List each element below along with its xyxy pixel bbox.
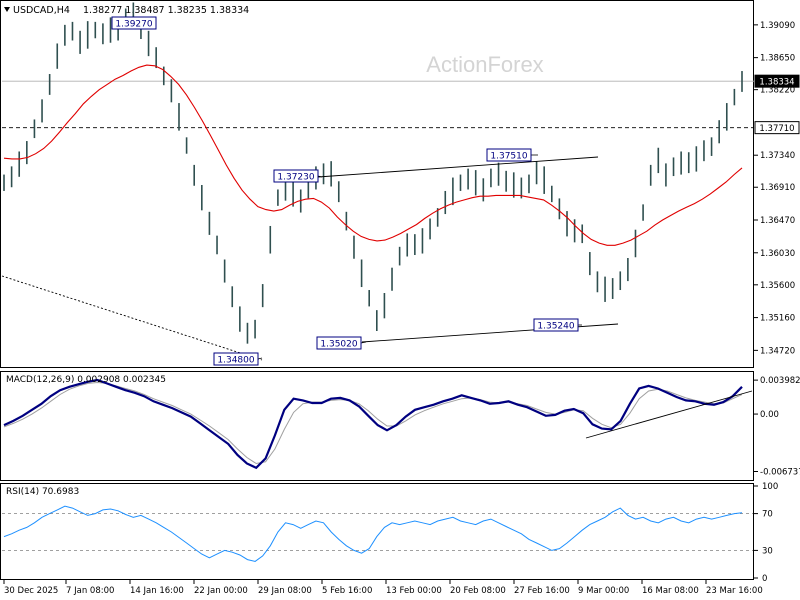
rsi-title: RSI(14) 70.6983 <box>6 487 79 497</box>
main-panel-frame <box>0 0 754 368</box>
annotation-label: 1.37510 <box>490 152 527 162</box>
annotation-box <box>111 16 157 30</box>
price-axis: 1.39090 1.38650 1.38220 1.37340 1.36910 1.364… <box>754 21 800 356</box>
annotation-box <box>533 318 579 332</box>
price-tick-label: 1.39090 <box>760 21 795 31</box>
rsi-tick-label: 70 <box>762 510 773 520</box>
time-tick-label: 23 Mar 16:00 <box>706 586 763 596</box>
main-plot: 1.39270 1.34800 1.37230 1.35020 1.37510 1.352… <box>1 2 754 366</box>
annotation-connector <box>257 357 263 360</box>
price-tick-label: 1.34720 <box>760 346 795 356</box>
annotation-label: 1.34800 <box>217 356 254 366</box>
rsi-panel-frame <box>0 483 754 580</box>
time-axis: 30 Dec 2025 7 Jan 08:00 14 Jan 16:00 22 Jan… <box>3 580 763 596</box>
time-tick-label: 16 Mar 08:00 <box>642 586 699 596</box>
macd-tick-label: 0.00 <box>760 410 779 420</box>
price-tick-label: 1.36910 <box>760 183 795 193</box>
annotation-box <box>213 352 259 366</box>
rsi-tick-label: 30 <box>762 546 773 556</box>
time-tick-label: 20 Feb 08:00 <box>450 586 506 596</box>
rsi-tick-label: 0 <box>762 574 767 584</box>
annotation-box <box>316 336 362 350</box>
annotation-box <box>486 148 532 162</box>
time-tick-label: 7 Jan 08:00 <box>66 586 114 596</box>
price-tick-label: 1.36030 <box>760 249 795 259</box>
time-tick-label: 27 Feb 16:00 <box>514 586 570 596</box>
rsi-plot <box>2 505 753 562</box>
macd-trendline <box>585 390 753 439</box>
moving-average-line <box>3 64 743 246</box>
time-tick-label: 5 Feb 16:00 <box>322 586 372 596</box>
macd-plot <box>3 378 753 470</box>
level-price-box <box>754 121 800 135</box>
macd-line <box>3 378 743 470</box>
macd-axis: 0.003982 0.00 -0.006737 <box>754 376 800 477</box>
dotted-trendline <box>1 275 263 361</box>
rsi-axis: 100 70 30 0 <box>754 482 778 584</box>
time-tick-label: 30 Dec 2025 <box>4 586 58 596</box>
rsi-tick-label: 100 <box>762 482 778 492</box>
annotation-connector <box>360 341 367 344</box>
price-tick-label: 1.35600 <box>760 281 795 291</box>
current-price-box <box>754 74 800 88</box>
current-price-label: 1.38334 <box>759 78 794 88</box>
time-tick-label: 29 Jan 08:00 <box>258 586 312 596</box>
annotation-label: 1.37230 <box>277 173 314 183</box>
symbol-header: USDCAD,H4 <box>13 5 70 16</box>
price-tick-label: 1.36470 <box>760 216 795 226</box>
price-tick-label: 1.37340 <box>760 151 795 161</box>
macd-tick-label: 0.003982 <box>760 376 800 386</box>
rsi-line <box>3 505 743 562</box>
time-tick-label: 13 Feb 00:00 <box>386 586 442 596</box>
annotation-box <box>273 169 319 183</box>
macd-tick-label: -0.006737 <box>760 467 800 477</box>
macd-title: MACD(12,26,9) 0.002908 0.002345 <box>6 375 166 385</box>
annotation-label: 1.39270 <box>115 20 152 30</box>
ohlc-header: 1.38277 1.38487 1.38235 1.38334 <box>83 5 249 16</box>
time-tick-label: 14 Jan 16:00 <box>130 586 184 596</box>
time-tick-label: 22 Jan 00:00 <box>194 586 248 596</box>
watermark: ActionForex <box>426 52 543 77</box>
annotation-label: 1.35020 <box>320 340 357 350</box>
channel-upper-line <box>317 156 599 178</box>
price-tick-label: 1.38220 <box>760 86 795 96</box>
price-tick-label: 1.35160 <box>760 314 795 324</box>
time-tick-label: 9 Mar 00:00 <box>578 586 629 596</box>
macd-signal-line <box>3 381 743 465</box>
symbol-menu-icon[interactable] <box>4 7 10 12</box>
level-price-label: 1.37710 <box>759 124 794 134</box>
price-tick-label: 1.38650 <box>760 54 795 64</box>
annotation-connector <box>317 175 323 178</box>
annotation-label: 1.35240 <box>537 322 574 332</box>
